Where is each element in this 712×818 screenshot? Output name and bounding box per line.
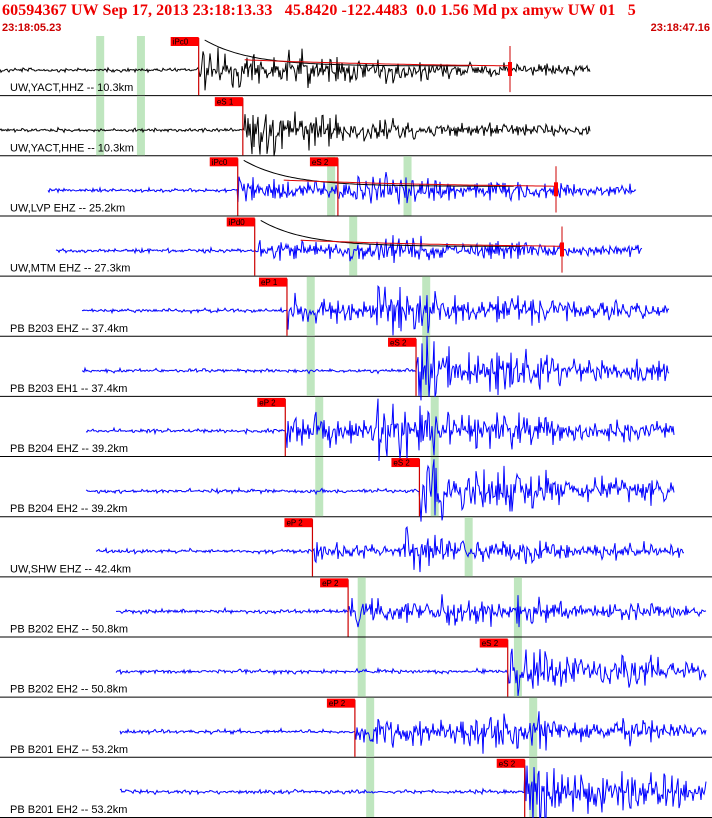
pick-flag[interactable] [258, 277, 287, 287]
phase-window [327, 156, 336, 216]
pick-label: eS 2 [499, 759, 516, 768]
waveform-trace [119, 765, 707, 818]
waveform-trace [95, 526, 684, 573]
trace-panel[interactable]: eP 2 PB B202 EHZ -- 50.8km [0, 577, 712, 638]
pick-label: iPc0 [173, 38, 189, 47]
station-label: UW,MTM EHZ -- 27.3km [10, 263, 130, 275]
trace-panel[interactable]: eS 2 PB B204 EH2 -- 39.2km [0, 457, 712, 522]
waveform-trace [0, 47, 591, 91]
pick-flag[interactable] [309, 157, 338, 167]
event-title: 60594367 UW Sep 17, 2013 23:18:13.33 45.… [2, 2, 636, 19]
waveform-trace [85, 459, 675, 522]
station-label: UW,LVP EHZ -- 25.2km [10, 202, 125, 214]
coda-end-flag [508, 62, 512, 76]
phase-window [357, 637, 366, 697]
start-time-label: 23:18:05.23 [2, 22, 62, 34]
waveform-trace [115, 648, 707, 696]
phase-window [96, 36, 105, 96]
trace-panel[interactable]: eS 2 PB B201 EH2 -- 53.2km [0, 757, 712, 818]
pick-label: eS 2 [393, 459, 410, 468]
trace-panel[interactable]: eS 2 PB B202 EH2 -- 50.8km [0, 637, 712, 698]
phase-window [430, 396, 439, 457]
coda-fit [244, 59, 509, 67]
pick-label: eS 1 [217, 98, 234, 107]
station-label: PB B201 EH2 -- 53.2km [10, 804, 127, 816]
pick-label: eP 2 [322, 579, 339, 588]
trace-panel[interactable]: eP 2 PB B204 EHZ -- 39.2km [0, 396, 712, 462]
coda-end-flag [554, 182, 558, 197]
phase-window [366, 757, 375, 817]
pick-flag[interactable] [391, 458, 420, 468]
station-label: PB B201 EHZ -- 53.2km [10, 744, 128, 756]
station-label: UW,SHW EHZ -- 42.4km [10, 563, 131, 575]
phase-window [464, 517, 473, 577]
station-label: PB B202 EHZ -- 50.8km [10, 624, 128, 636]
station-label: PB B204 EHZ -- 39.2km [10, 443, 128, 455]
event-header: 60594367 UW Sep 17, 2013 23:18:13.33 45.… [0, 0, 712, 36]
pick-flag[interactable] [284, 518, 313, 528]
trace-panel[interactable]: eP 1 PB B203 EHZ -- 37.4km [0, 276, 712, 337]
phase-window [349, 216, 358, 276]
pick-label: iPd0 [229, 218, 246, 227]
station-label: PB B203 EHZ -- 37.4km [10, 323, 128, 335]
phase-window [366, 697, 375, 757]
station-label: PB B202 EH2 -- 50.8km [10, 684, 127, 696]
phase-window [96, 96, 105, 156]
pick-label: eP 2 [259, 398, 276, 407]
pick-label: eP 1 [261, 278, 278, 287]
pick-label: eP 2 [286, 519, 303, 528]
station-label: UW,YACT,HHZ -- 10.3km [10, 82, 133, 94]
trace-panel[interactable]: iPd0 UW,MTM EHZ -- 27.3km [0, 216, 712, 277]
phase-window [136, 36, 145, 96]
waveform-trace [119, 711, 707, 754]
pick-label: eS 2 [390, 338, 407, 347]
coda-fit [300, 239, 562, 247]
trace-panel[interactable]: iPc0 eS 2 UW,LVP EHZ -- 25.2km [0, 156, 712, 217]
pick-flag[interactable] [326, 698, 355, 708]
pick-flag[interactable] [479, 638, 508, 648]
station-label: UW,YACT,HHE -- 10.3km [10, 142, 134, 154]
trace-panel[interactable]: eS 2 PB B203 EH1 -- 37.4km [0, 335, 712, 401]
phase-window [306, 276, 315, 336]
coda-envelope [260, 219, 522, 247]
phase-window [315, 396, 324, 457]
station-label: PB B204 EH2 -- 39.2km [10, 503, 127, 515]
pick-flag[interactable] [320, 578, 349, 588]
waveform-trace [55, 235, 643, 264]
trace-panel[interactable]: eS 1 UW,YACT,HHE -- 10.3km [0, 96, 712, 157]
coda-envelope [204, 39, 469, 67]
pick-flag[interactable] [226, 217, 255, 227]
pick-flag[interactable] [257, 397, 286, 407]
waveform-trace [0, 111, 591, 157]
pick-label: iPc0 [212, 158, 228, 167]
coda-fit [283, 179, 554, 187]
coda-end-flag [560, 242, 564, 257]
pick-label: eS 2 [482, 639, 499, 648]
seismogram-panel[interactable]: iPc0 UW,YACT,HHZ -- 10.3km eS 1 UW,YACT,HHE… [0, 36, 712, 818]
station-label: PB B203 EH1 -- 37.4km [10, 383, 127, 395]
pick-flag[interactable] [214, 97, 243, 107]
trace-panel[interactable]: eP 2 UW,SHW EHZ -- 42.4km [0, 517, 712, 578]
phase-window [315, 457, 324, 517]
coda-envelope [243, 159, 514, 187]
pick-flag[interactable] [209, 157, 238, 167]
pick-flag[interactable] [388, 337, 417, 347]
waveform-trace [81, 335, 670, 401]
pick-flag[interactable] [496, 758, 525, 768]
waveform-trace [85, 398, 675, 462]
waveform-trace [47, 172, 637, 205]
pick-label: eS 2 [312, 158, 329, 167]
end-time-label: 23:18:47.16 [650, 22, 710, 34]
pick-flag[interactable] [170, 37, 199, 46]
pick-label: eP 2 [329, 699, 346, 708]
phase-window [306, 336, 315, 396]
trace-panel[interactable]: eP 2 PB B201 EHZ -- 53.2km [0, 697, 712, 758]
seismogram-canvas[interactable]: iPc0 UW,YACT,HHZ -- 10.3km eS 1 UW,YACT,HHE… [0, 36, 712, 818]
trace-panel[interactable]: iPc0 UW,YACT,HHZ -- 10.3km [0, 36, 712, 97]
waveform-trace [81, 284, 670, 336]
waveform-trace [115, 594, 707, 628]
phase-window [136, 96, 145, 156]
phase-window [513, 637, 522, 697]
